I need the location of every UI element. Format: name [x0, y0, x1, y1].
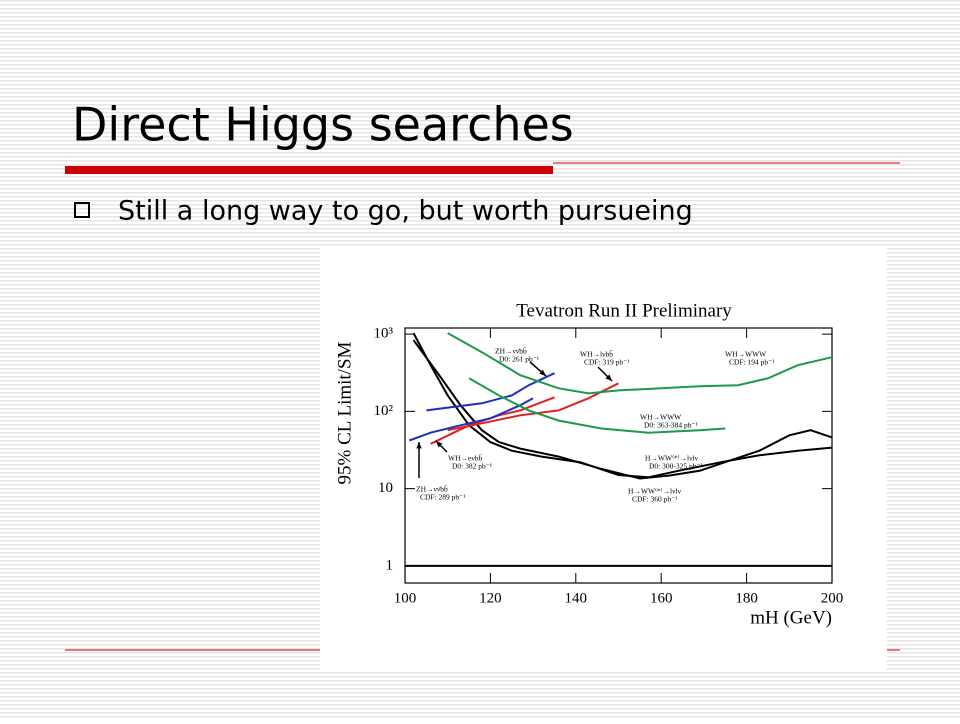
annotation: WH→WWW	[725, 350, 767, 359]
arrow-head	[605, 374, 612, 381]
y-tick-label: 10	[378, 480, 393, 496]
annotation: D0: 382 pb⁻¹	[452, 462, 492, 471]
annotation: H→WW⁽*⁾→lνlν	[628, 487, 682, 496]
y-tick-label: 1	[386, 557, 394, 573]
annotation: D0: 300-325 pb⁻¹	[649, 462, 703, 471]
annotation: WH→lνbb̄	[580, 350, 613, 359]
annotation: CDF: 360 pb⁻¹	[632, 495, 677, 504]
x-tick-label: 140	[565, 590, 588, 606]
x-tick-label: 120	[479, 590, 502, 606]
y-tick-label: 10³	[374, 326, 394, 342]
annotation: CDF: 319 pb⁻¹	[584, 358, 629, 367]
slide-title: Direct Higgs searches	[72, 98, 574, 152]
annotation: ZH→νν̄bb̄	[495, 347, 527, 356]
series-line	[468, 377, 726, 434]
chart-panel	[320, 247, 887, 670]
x-tick-label: 180	[735, 590, 758, 606]
x-axis-label: mH (GeV)	[750, 607, 832, 628]
annotation: CDF: 194 pb⁻¹	[729, 358, 774, 367]
annotation: WH→WWW	[640, 413, 682, 422]
bullet-box	[74, 202, 90, 218]
chart-title: Tevatron Run II Preliminary	[516, 300, 732, 321]
annotation: D0: 261 pb⁻¹	[499, 355, 539, 364]
annotation: D0: 363-384 pb⁻¹	[644, 421, 698, 430]
series-line	[447, 332, 833, 395]
annotation: ZH→νν̄bb̄	[416, 485, 448, 494]
x-tick-label: 160	[650, 590, 673, 606]
chart: Tevatron Run II Preliminary 95% CL Limit…	[334, 300, 843, 628]
y-tick-label: 10²	[374, 403, 394, 419]
arrow-head	[416, 442, 422, 449]
annotation: H→WW⁽*⁾→lνlν	[645, 454, 699, 463]
series-line	[408, 397, 534, 442]
x-tick-label: 200	[821, 590, 844, 606]
series-line	[412, 339, 833, 480]
y-axis-label: 95% CL Limit/SM	[334, 341, 355, 484]
bullet-text: Still a long way to go, but worth pursue…	[118, 196, 693, 227]
title-bar	[65, 166, 553, 174]
series-line	[447, 382, 619, 432]
arrow-head	[539, 369, 546, 376]
arrow-head	[436, 441, 443, 448]
annotation: CDF: 289 pb⁻¹	[420, 493, 465, 502]
plot-frame	[404, 327, 833, 584]
annotation: WH→eνbb̄	[448, 454, 482, 463]
x-tick-label: 100	[394, 590, 417, 606]
